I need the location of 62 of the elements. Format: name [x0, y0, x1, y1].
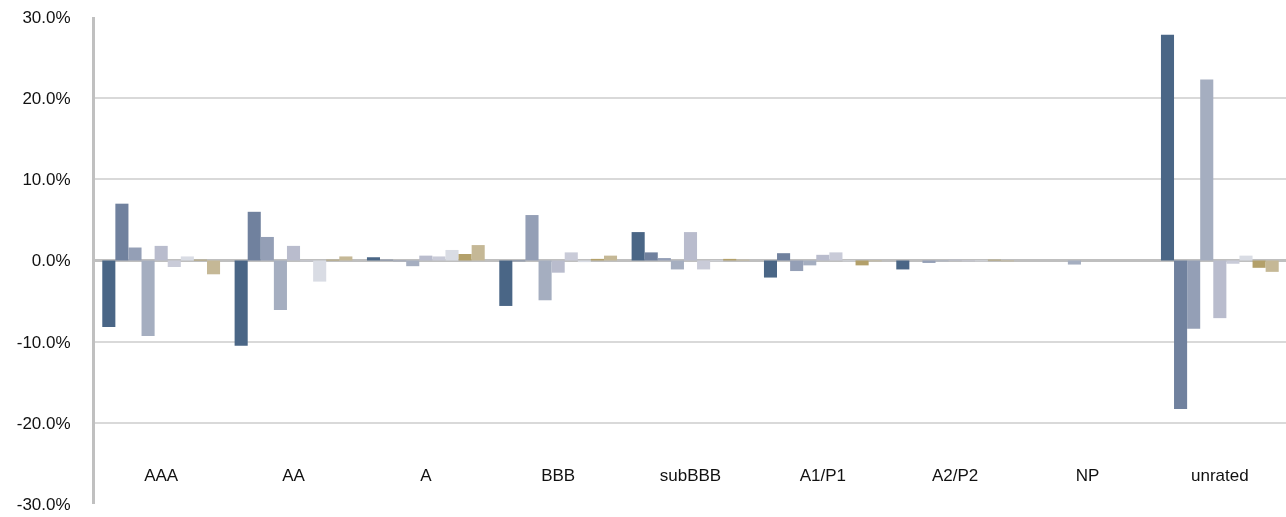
bar — [551, 260, 565, 273]
x-tick-label: BBB — [541, 466, 576, 486]
bar — [115, 203, 129, 261]
bar — [564, 252, 578, 261]
y-tick-label: -10.0% — [16, 332, 71, 352]
bar — [1187, 260, 1201, 329]
bar — [366, 257, 381, 261]
bar — [141, 260, 155, 336]
y-tick-label: 20.0% — [22, 89, 71, 109]
y-tick-label: 10.0% — [22, 170, 71, 190]
x-tick-label: AA — [282, 466, 306, 486]
x-tick-label: A2/P2 — [932, 466, 979, 486]
bar — [763, 260, 778, 278]
x-tick-label: subBBB — [659, 466, 722, 486]
bar — [525, 215, 539, 261]
bar — [1265, 260, 1279, 272]
bar — [286, 245, 301, 261]
bar — [154, 245, 168, 261]
bar — [458, 254, 472, 261]
x-tick-label: AAA — [144, 466, 179, 486]
bar — [419, 255, 433, 261]
bar — [102, 260, 116, 328]
bar — [1226, 260, 1240, 264]
bar — [339, 256, 353, 261]
bar — [1200, 79, 1214, 261]
bar — [1239, 255, 1253, 261]
y-tick-label: -20.0% — [16, 413, 71, 433]
bar — [128, 247, 142, 261]
bar — [273, 260, 287, 311]
x-tick-label: NP — [1075, 466, 1100, 486]
bar — [1160, 34, 1175, 261]
bar — [816, 254, 830, 261]
bar — [432, 256, 446, 261]
x-tick-label: A1/P1 — [799, 466, 846, 486]
bar — [234, 260, 248, 346]
bar — [1213, 260, 1227, 319]
bar — [247, 211, 261, 261]
bar — [644, 252, 658, 261]
x-tick-label: A — [420, 466, 433, 486]
bar — [790, 260, 804, 272]
bar — [445, 249, 459, 261]
y-tick-label: 0.0% — [31, 251, 71, 271]
bar — [1067, 260, 1081, 265]
bar — [683, 232, 698, 261]
y-tick-label: -30.0% — [16, 494, 71, 514]
bar — [260, 236, 274, 261]
bar — [1252, 260, 1266, 268]
bar — [471, 245, 485, 261]
bar — [313, 260, 327, 282]
bar — [180, 256, 194, 261]
bar — [657, 258, 671, 261]
bar — [167, 260, 181, 267]
bar — [1174, 260, 1188, 410]
bar — [631, 232, 645, 261]
bar — [499, 260, 513, 306]
bar — [829, 252, 843, 261]
bar — [777, 253, 791, 261]
bar — [538, 260, 552, 301]
bar — [603, 255, 618, 261]
y-tick-label: 30.0% — [22, 7, 71, 27]
x-tick-label: unrated — [1190, 466, 1249, 486]
bar — [206, 260, 221, 275]
